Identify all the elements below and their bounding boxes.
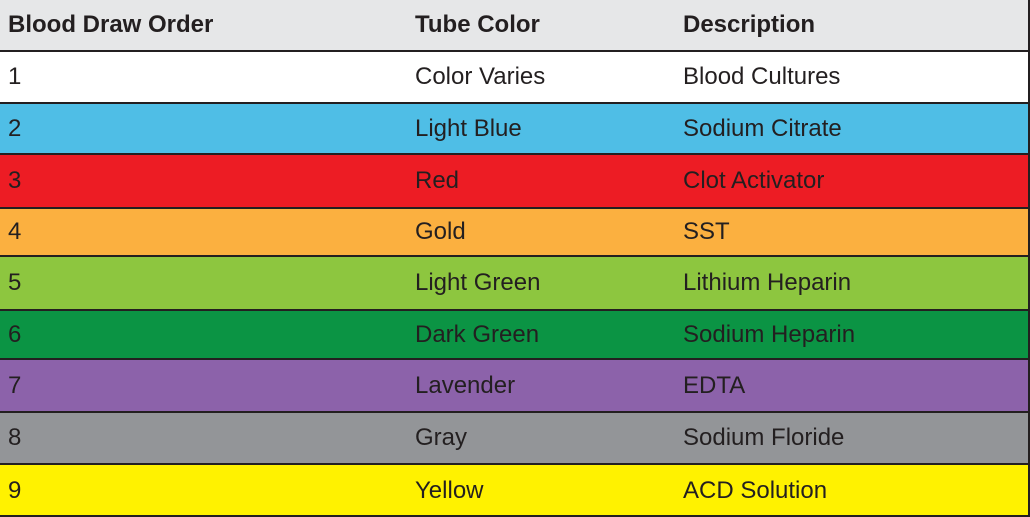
table-cell: Lavender — [415, 371, 516, 399]
table-row: 2 Light Blue Sodium Citrate — [0, 102, 1030, 153]
header-cell: Description — [683, 11, 816, 38]
table-row: 1 Color Varies Blood Cultures — [0, 50, 1030, 102]
table-row: 7 Lavender EDTA — [0, 358, 1030, 411]
table-cell: Light Blue — [415, 114, 522, 142]
table-cell: Blood Cultures — [683, 63, 841, 90]
table-row: 3 Red Clot Activator — [0, 153, 1030, 207]
table-row: 8 Gray Sodium Floride — [0, 411, 1030, 463]
table-cell: 2 — [8, 114, 22, 142]
table-cell: SST — [683, 218, 730, 245]
table-cell: Red — [415, 167, 460, 194]
table-border — [0, 515, 1030, 517]
table-border — [1028, 0, 1030, 517]
table-cell: Gold — [415, 218, 466, 245]
table-cell: 9 — [8, 477, 22, 504]
table-cell: Color Varies — [415, 63, 546, 90]
table-cell: EDTA — [683, 371, 746, 399]
table-cell: Sodium Heparin — [683, 320, 856, 348]
table-cell: Yellow — [415, 477, 484, 504]
table-row: 9 Yellow ACD Solution — [0, 463, 1030, 517]
header-cell: Tube Color — [415, 11, 540, 38]
table-cell: 1 — [8, 63, 22, 90]
table-cell: Sodium Citrate — [683, 114, 842, 142]
table-cell: Light Green — [415, 269, 541, 296]
table-cell: Dark Green — [415, 320, 540, 348]
header-row: Blood Draw Order Tube Color Description — [0, 0, 1030, 50]
table-row: 6 Dark Green Sodium Heparin — [0, 309, 1030, 358]
header-cell: Blood Draw Order — [8, 11, 214, 38]
table-cell: Sodium Floride — [683, 424, 845, 451]
table-cell: 5 — [8, 269, 22, 296]
table-cell: Clot Activator — [683, 167, 825, 194]
table-row: 4 Gold SST — [0, 207, 1030, 255]
table-cell: ACD Solution — [683, 477, 828, 504]
table-cell: Lithium Heparin — [683, 269, 852, 296]
table-cell: 3 — [8, 167, 22, 194]
table-cell: 8 — [8, 424, 22, 451]
table-cell: 7 — [8, 371, 22, 399]
table-cell: 6 — [8, 320, 22, 348]
table-row: 5 Light Green Lithium Heparin — [0, 255, 1030, 309]
table-cell: 4 — [8, 218, 22, 245]
table-cell: Gray — [415, 424, 468, 451]
